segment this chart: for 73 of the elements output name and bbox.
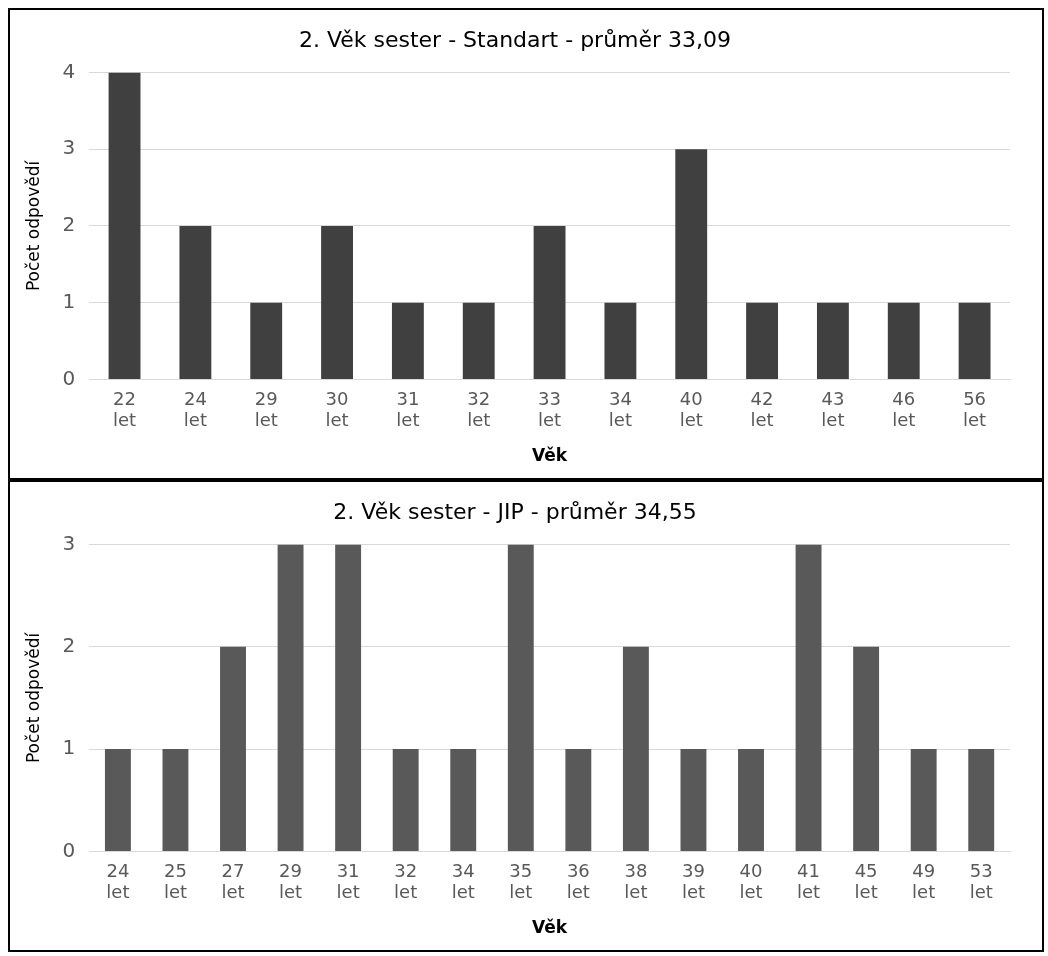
bar [391,302,424,379]
x-tick-label: 40 let [679,387,703,431]
bar [321,225,353,379]
x-tick-label: 24 let [106,859,130,903]
y-tick-label: 1 [62,288,76,313]
bar [853,646,880,851]
x-tick-label: 49 let [912,859,936,903]
bar [604,302,637,379]
x-tick-label: 22 let [112,387,137,431]
bar [795,544,822,851]
x-tick-label: 45 let [854,859,878,903]
bar [220,646,246,851]
bar [887,302,920,379]
bar [738,749,764,851]
bar [910,749,937,851]
y-tick-label: 3 [62,135,76,160]
x-tick-label: 42 let [750,387,774,431]
x-tick-label: 36 let [566,859,590,903]
y-tick-label: 2 [62,212,76,237]
x-tick-label: 35 let [509,859,533,903]
y-tick-label: 2 [62,632,76,657]
chart-title: 2. Věk sester - JIP - průměr 34,55 [333,498,697,524]
bar [675,149,708,379]
y-tick-label: 4 [62,58,76,83]
x-tick-label: 34 let [608,387,632,431]
x-tick-label: 27 let [221,859,245,903]
bar [746,302,779,379]
bar [162,749,189,851]
bar [277,544,304,851]
x-tick-label: 31 let [336,859,360,903]
y-tick-label: 1 [62,735,76,760]
bar [565,749,592,851]
bar [507,544,534,851]
x-tick-label: 40 let [739,859,763,903]
bar [104,749,131,851]
chart-title: 2. Věk sester - Standart - průměr 33,09 [298,26,732,52]
x-axis-title: Věk [532,445,568,466]
x-tick-label: 32 let [394,859,418,903]
x-tick-label: 38 let [624,859,648,903]
bar [108,72,141,379]
y-tick-label: 0 [62,837,76,862]
x-tick-label: 46 let [892,387,916,431]
x-tick-label: 34 let [451,859,475,903]
y-axis-title: Počet odpovědí [22,159,43,292]
y-tick-label: 3 [62,530,76,555]
x-tick-label: 24 let [183,387,207,431]
x-tick-label: 29 let [279,859,303,903]
y-tick-label: 0 [62,365,76,390]
bar [335,544,362,851]
x-tick-label: 56 let [963,387,987,431]
x-tick-label: 30 let [325,387,349,431]
bar [179,225,212,379]
bar [392,749,419,851]
x-tick-label: 33 let [537,387,562,431]
bar [968,749,995,851]
x-tick-label: 29 let [254,387,278,431]
x-tick-label: 32 let [467,387,491,431]
x-tick-label: 41 let [796,859,821,903]
bar [622,646,649,851]
x-tick-label: 53 let [969,859,993,903]
x-tick-label: 31 let [396,387,420,431]
x-axis-title: Věk [532,917,568,938]
bar [450,749,477,851]
x-tick-label: 43 let [821,387,845,431]
bar [250,302,283,379]
bar [533,225,566,379]
bar [958,302,991,379]
bar [680,749,707,851]
x-tick-label: 25 let [163,859,188,903]
y-axis-title: Počet odpovědí [22,631,43,764]
bar [462,302,495,379]
bar [816,302,849,379]
x-tick-label: 39 let [681,859,706,903]
